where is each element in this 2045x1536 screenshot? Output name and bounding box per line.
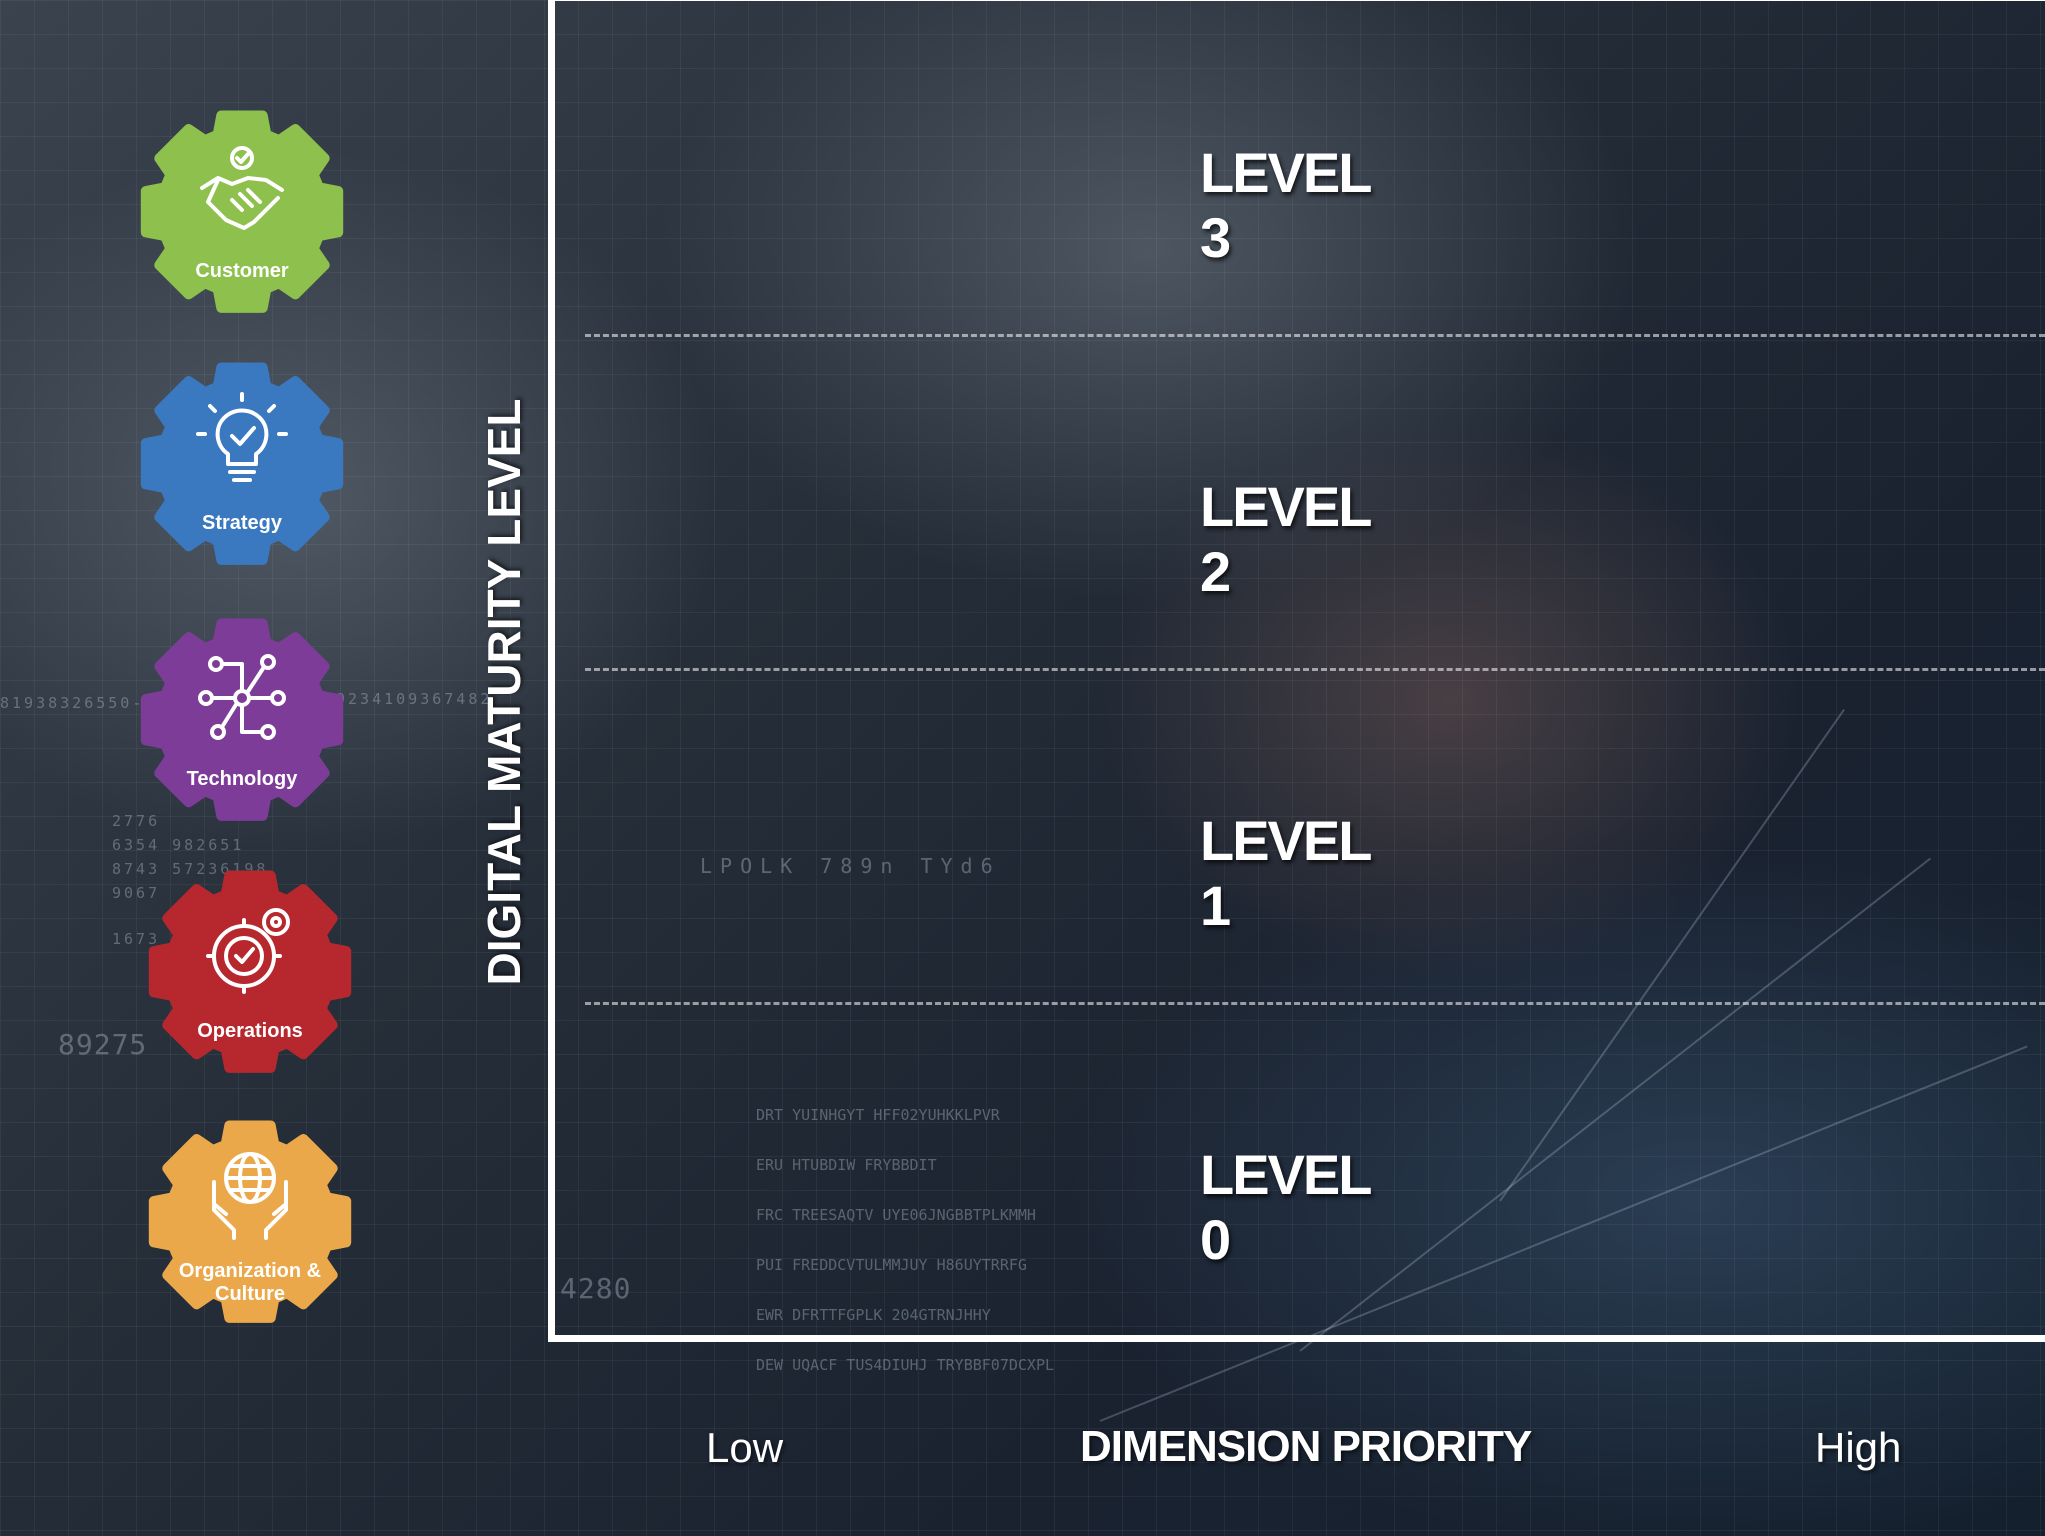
network-icon [198,654,286,740]
background-text: PUI FREDDCVTULMMJUY H86UYTRRFG [756,1256,1027,1274]
x-axis-low-label: Low [706,1424,784,1471]
background-text: 81938326550-94 [0,694,169,712]
level-divider [585,334,2045,337]
customer-gear: Customer [122,100,362,340]
level-3-label: LEVEL 3 [1200,141,1371,269]
y-axis-title: DIGITAL MATURITY LEVEL [478,398,530,986]
organization-culture-label: Organization & Culture [178,1260,322,1305]
background-text: 9234109367482 [336,690,493,708]
background-text: 4280 [560,1272,632,1305]
level-divider [585,668,2045,671]
level-1-label: LEVEL 1 [1200,809,1371,937]
globe-hands-icon [212,1152,288,1240]
background-text: 6354 982651 [112,836,245,854]
operations-label: Operations [197,1020,303,1042]
background-text: LPOLK 789n TYd6 [700,854,1001,878]
level-divider [585,1002,2045,1005]
customer-label: Customer [195,260,289,282]
background-text: FRC TREESAQTV UYE06JNGBBTPLKMMH [756,1206,1036,1224]
technology-label: Technology [186,768,298,790]
strategy-gear: Strategy [122,352,362,592]
handshake-icon [200,146,284,230]
technology-gear: Technology [122,608,362,848]
background-text: DEW UQACF TUS4DIUHJ TRYBBF07DCXPL [756,1356,1055,1374]
lightbulb-icon [196,392,288,482]
background-text: 1673 [112,930,161,948]
strategy-label: Strategy [201,512,283,534]
x-axis-high-label: High [1815,1424,1902,1471]
background-text: EWR DFRTTFGPLK 204GTRNJHHY [756,1306,991,1324]
chart-frame [548,0,2045,1342]
background-text: DRT YUINHGYT HFF02YUHKKLPVR [756,1106,1000,1124]
organization-culture-gear: Organization & Culture [130,1110,370,1350]
level-2-label: LEVEL 2 [1200,475,1371,603]
operations-gear: Operations [130,860,370,1100]
background-text: 9067 [112,884,161,902]
x-axis-title: DIMENSION PRIORITY [1080,1422,1532,1471]
background-text: 2776 [112,812,161,830]
level-0-label: LEVEL 0 [1200,1143,1371,1271]
background-text: ERU HTUBDIW FRYBBDIT [756,1156,937,1174]
gear-check-icon [206,908,290,994]
background-text: 89275 [58,1028,148,1061]
